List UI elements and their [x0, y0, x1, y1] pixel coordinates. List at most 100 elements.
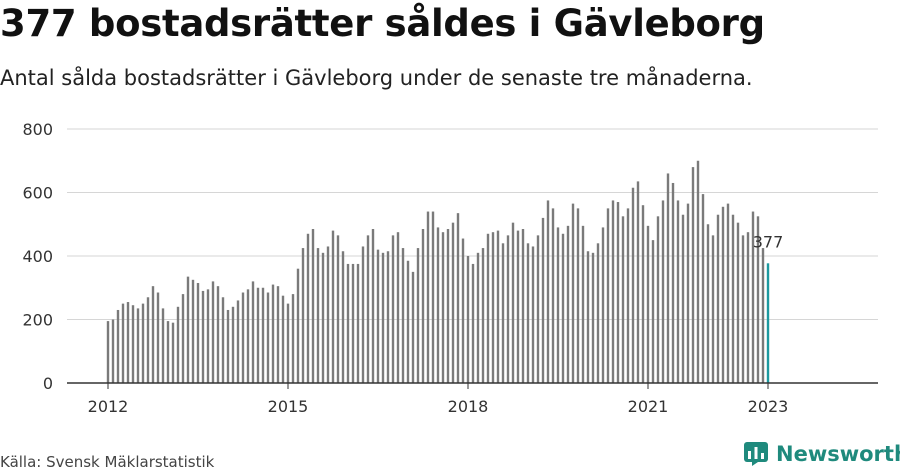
- bar: [546, 200, 550, 383]
- bar: [706, 224, 710, 383]
- bar: [721, 206, 725, 383]
- bar: [236, 300, 240, 383]
- bar: [171, 322, 175, 383]
- bar: [511, 222, 515, 383]
- bar: [326, 246, 330, 383]
- bar: [536, 235, 540, 383]
- x-tick-label: 2015: [268, 397, 309, 416]
- bar: [761, 248, 765, 383]
- bar: [756, 216, 760, 383]
- bar: [651, 240, 655, 383]
- bar: [321, 252, 325, 383]
- bar: [736, 222, 740, 383]
- bar: [241, 292, 245, 383]
- x-tick-label: 2012: [88, 397, 129, 416]
- bar: [186, 276, 190, 383]
- bar: [441, 232, 445, 383]
- bar: [341, 251, 345, 383]
- bar: [496, 230, 500, 383]
- bar: [586, 251, 590, 383]
- brand-name: Newsworthy: [776, 442, 900, 466]
- bar: [311, 229, 315, 383]
- bar: [141, 303, 145, 383]
- bar: [306, 233, 310, 383]
- bar: [451, 222, 455, 383]
- x-tick-label: 2023: [748, 397, 789, 416]
- bar: [226, 309, 230, 383]
- bar: [316, 248, 320, 383]
- bar: [556, 227, 560, 383]
- x-tick-label: 2021: [628, 397, 669, 416]
- y-tick-label: 400: [22, 247, 53, 266]
- bar: [751, 211, 755, 383]
- source-note: Källa: Svensk Mäklarstatistik: [0, 453, 215, 471]
- bar: [206, 289, 210, 383]
- bar: [666, 173, 670, 383]
- bar: [286, 303, 290, 383]
- bar: [386, 251, 390, 383]
- bar: [426, 211, 430, 383]
- bar: [501, 243, 505, 383]
- bar: [531, 246, 535, 383]
- bar: [396, 232, 400, 383]
- chart-subtitle: Antal sålda bostadsrätter i Gävleborg un…: [0, 66, 753, 90]
- bar: [596, 243, 600, 383]
- y-tick-label: 0: [43, 374, 53, 393]
- bar: [686, 203, 690, 383]
- bar: [521, 229, 525, 383]
- x-tick-label: 2018: [448, 397, 489, 416]
- bar: [401, 248, 405, 383]
- bar: [356, 263, 360, 383]
- bar: [156, 292, 160, 383]
- bar: [541, 217, 545, 383]
- bar: [646, 225, 650, 383]
- bar: [231, 306, 235, 383]
- bar: [476, 252, 480, 383]
- y-tick-label: 600: [22, 184, 53, 203]
- chart-title: 377 bostadsrätter såldes i Gävleborg: [0, 2, 765, 45]
- bar: [256, 287, 260, 383]
- bar: [601, 227, 605, 383]
- bar: [551, 208, 555, 383]
- bar: [491, 232, 495, 383]
- bar: [411, 271, 415, 383]
- bar: [246, 289, 250, 383]
- bar: [711, 235, 715, 383]
- bar: [581, 225, 585, 383]
- bar: [331, 230, 335, 383]
- bar: [176, 306, 180, 383]
- bar: [376, 249, 380, 383]
- bar: [406, 260, 410, 383]
- bar: [696, 160, 700, 383]
- bar: [291, 294, 295, 383]
- bar: [486, 233, 490, 383]
- bar: [631, 187, 635, 383]
- bar: [266, 292, 270, 383]
- bar: [481, 248, 485, 383]
- bar: [616, 202, 620, 383]
- bar: [626, 208, 630, 383]
- bar: [366, 235, 370, 383]
- bar: [346, 263, 350, 383]
- bar: [136, 308, 140, 383]
- bar: [611, 200, 615, 383]
- bar: [716, 214, 720, 383]
- bar: [641, 205, 645, 383]
- bar: [456, 213, 460, 383]
- bar: [691, 167, 695, 383]
- brand-logo[interactable]: Newsworthy: [744, 442, 900, 466]
- bar: [636, 181, 640, 383]
- bar: [151, 286, 155, 383]
- bar: [566, 225, 570, 383]
- bar: [166, 321, 170, 383]
- bar: [516, 230, 520, 383]
- bar: [621, 216, 625, 383]
- newsworthy-logo-icon: [744, 442, 768, 466]
- bar: [351, 263, 355, 383]
- bar: [681, 214, 685, 383]
- bar: [591, 252, 595, 383]
- bar: [726, 203, 730, 383]
- y-tick-label: 200: [22, 311, 53, 330]
- bar-chart: 0 200 400 600 800 2012 2015 2018 2021 2023 377: [22, 120, 878, 416]
- bar: [746, 232, 750, 383]
